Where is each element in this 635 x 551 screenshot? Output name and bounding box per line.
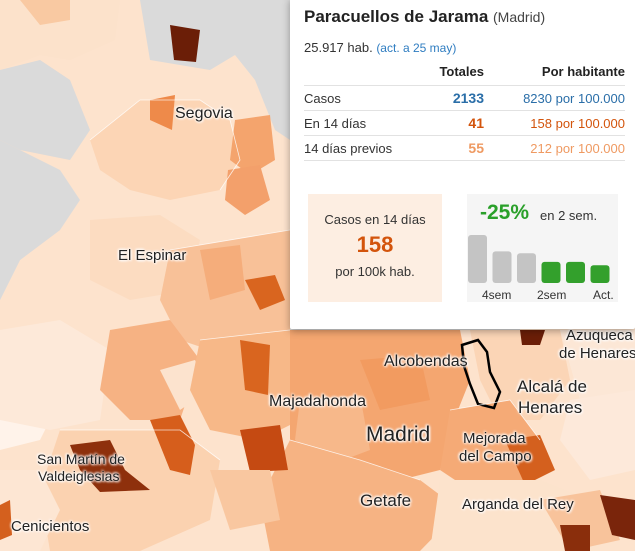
region-orange-1[interactable] bbox=[230, 115, 275, 175]
region-orange-2[interactable] bbox=[225, 165, 270, 215]
map-label-san-martin-2: Valdeiglesias bbox=[38, 468, 120, 484]
region-borders bbox=[60, 99, 541, 481]
region-nw-patch[interactable] bbox=[20, 0, 70, 25]
region-dark-s[interactable] bbox=[560, 525, 590, 551]
map-label-arganda: Arganda del Rey bbox=[462, 496, 574, 513]
region-east-2[interactable] bbox=[560, 390, 635, 480]
region-dark-east[interactable] bbox=[520, 330, 545, 345]
row-label: 14 días previos bbox=[304, 135, 414, 161]
region-mejorada[interactable] bbox=[440, 400, 540, 490]
region-azuqueca[interactable] bbox=[560, 330, 635, 400]
map-label-mejorada-1: Mejorada bbox=[463, 430, 526, 447]
selected-municipality-outline[interactable] bbox=[460, 338, 502, 410]
region-getafe[interactable] bbox=[260, 440, 460, 551]
incidence-unit: por 100k hab. bbox=[335, 264, 415, 279]
region-dark-north[interactable] bbox=[170, 25, 200, 62]
row-total: 55 bbox=[414, 135, 484, 161]
region-outside-2 bbox=[0, 180, 60, 300]
region-south-east[interactable] bbox=[540, 490, 620, 551]
region-san-martin[interactable] bbox=[70, 440, 150, 492]
map-label-alcala-1: Alcalá de bbox=[517, 377, 587, 396]
municipality-info-panel: Paracuellos de Jarama (Madrid) 25.917 ha… bbox=[290, 0, 635, 329]
row-total: 41 bbox=[414, 110, 484, 136]
region-mejorada-hot[interactable] bbox=[505, 435, 555, 485]
row-per-capita: 212 por 100.000 bbox=[484, 135, 625, 161]
region-south-central[interactable] bbox=[210, 470, 280, 530]
panel-title: Paracuellos de Jarama (Madrid) bbox=[304, 7, 545, 27]
trend-bar-chart bbox=[468, 235, 610, 283]
table-row: Casos 2133 8230 por 100.000 bbox=[304, 85, 625, 111]
population-value: 25.917 hab. bbox=[304, 40, 373, 55]
map-label-cenicientos: Cenicientos bbox=[11, 518, 90, 535]
map-label-el-espinar: El Espinar bbox=[118, 247, 187, 264]
table-row: 14 días previos 55 212 por 100.000 bbox=[304, 135, 625, 161]
region-orange-dark-1[interactable] bbox=[240, 340, 270, 395]
row-total: 2133 bbox=[414, 85, 484, 111]
region-alcala[interactable] bbox=[470, 330, 570, 420]
municipality-name: Paracuellos de Jarama bbox=[304, 7, 489, 26]
population-line: 25.917 hab. (act. a 25 may) bbox=[304, 40, 456, 55]
map-label-majadahonda: Majadahonda bbox=[269, 393, 366, 410]
map-label-san-martin-1: San Martín de bbox=[37, 451, 125, 467]
trend-bar bbox=[468, 235, 487, 283]
map-label-alcobendas: Alcobendas bbox=[384, 353, 468, 370]
axis-label-2sem: 2sem bbox=[537, 288, 567, 302]
trend-box: -25% en 2 sem. 4sem 2sem Act. bbox=[467, 194, 618, 302]
updated-date: (act. a 25 may) bbox=[376, 41, 457, 55]
map-label-de-henares: de Henares bbox=[559, 345, 635, 362]
region-segovia[interactable] bbox=[90, 100, 240, 200]
incidence-label: Casos en 14 días bbox=[324, 212, 426, 227]
region-central-hot[interactable] bbox=[245, 275, 285, 310]
header-totals: Totales bbox=[439, 64, 484, 79]
region-north-west[interactable] bbox=[0, 0, 120, 70]
map-label-alcala-2: Henares bbox=[518, 398, 583, 417]
region-far-sw[interactable] bbox=[0, 500, 12, 540]
row-label: En 14 días bbox=[304, 110, 414, 136]
map-label-azuqueca: Azuqueca bbox=[566, 327, 633, 344]
row-label: Casos bbox=[304, 85, 414, 111]
trend-bar bbox=[566, 261, 585, 283]
incidence-box: Casos en 14 días 158 por 100k hab. bbox=[308, 194, 442, 302]
axis-label-act: Act. bbox=[593, 288, 614, 302]
axis-label-4sem: 4sem bbox=[482, 288, 512, 302]
province-name: (Madrid) bbox=[493, 9, 546, 25]
region-cenicientos[interactable] bbox=[0, 470, 60, 551]
map-label-mejorada-2: del Campo bbox=[459, 448, 532, 465]
incidence-value: 158 bbox=[356, 232, 394, 257]
stats-table: Totales Por habitante Casos 2133 8230 po… bbox=[304, 62, 625, 161]
region-west-1[interactable] bbox=[0, 320, 110, 430]
header-per-capita: Por habitante bbox=[541, 64, 625, 79]
trend-bar bbox=[590, 265, 610, 283]
trend-bar bbox=[541, 261, 561, 283]
region-outside-1 bbox=[0, 60, 90, 160]
region-dark-central[interactable] bbox=[240, 425, 288, 472]
table-row: En 14 días 41 158 por 100.000 bbox=[304, 110, 625, 136]
row-per-capita: 158 por 100.000 bbox=[484, 110, 625, 136]
trend-bar bbox=[492, 251, 512, 283]
region-segovia-hot[interactable] bbox=[150, 95, 175, 130]
region-central-2[interactable] bbox=[200, 245, 245, 300]
map-label-segovia: Segovia bbox=[175, 105, 233, 122]
trend-bar bbox=[517, 253, 536, 283]
trend-percentage: -25% bbox=[480, 201, 530, 224]
region-madrid-north[interactable] bbox=[360, 355, 430, 410]
map-label-getafe: Getafe bbox=[360, 491, 412, 510]
map-label-madrid: Madrid bbox=[366, 423, 431, 446]
trend-percentage-label: en 2 sem. bbox=[540, 208, 598, 223]
row-per-capita: 8230 por 100.000 bbox=[484, 85, 625, 111]
header-blank bbox=[304, 62, 414, 86]
region-dark-se[interactable] bbox=[600, 495, 635, 540]
